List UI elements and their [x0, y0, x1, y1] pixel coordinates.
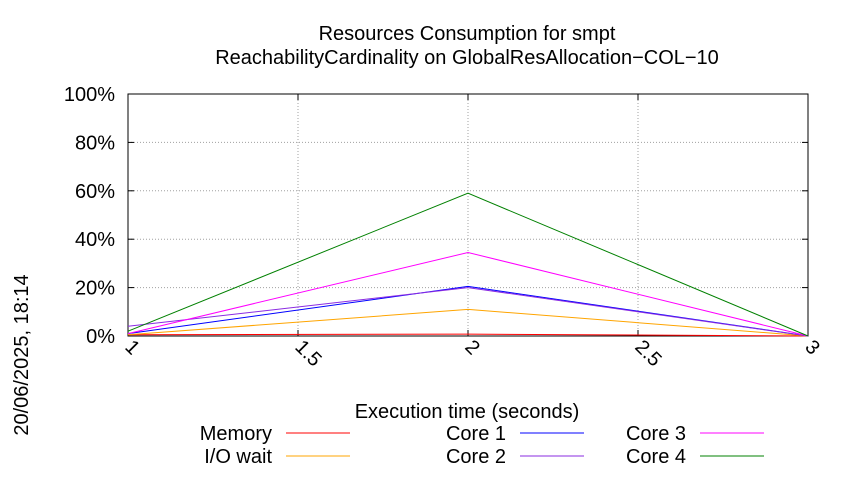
timestamp-label: 20/06/2025, 18:14: [11, 274, 33, 435]
grid: [128, 94, 808, 336]
series-line-core-2: [127, 287, 809, 337]
x-tick-label: 3: [800, 336, 823, 359]
x-axis: 1 1.5 2 2.5 3: [120, 94, 824, 371]
series-line-core-4: [127, 192, 809, 337]
legend-label: I/O wait: [204, 446, 272, 468]
y-tick-label: 100%: [64, 84, 115, 106]
y-tick-label: 80%: [75, 132, 115, 154]
legend-label: Core 3: [626, 423, 686, 445]
series-line-i-o-wait: [127, 308, 809, 337]
chart-title-line-2: ReachabilityCardinality on GlobalResAllo…: [215, 47, 719, 69]
y-tick-label: 0%: [86, 326, 115, 348]
x-tick-label: 1: [120, 336, 143, 359]
chart-title-line-1: Resources Consumption for smpt: [319, 23, 616, 45]
x-tick-label: 1.5: [290, 336, 325, 371]
y-tick-label: 20%: [75, 278, 115, 300]
legend-label: Memory: [200, 423, 272, 445]
y-tick-label: 40%: [75, 229, 115, 251]
series-lines: [127, 192, 809, 337]
x-axis-label: Execution time (seconds): [355, 401, 580, 423]
series-line-memory: [127, 333, 809, 337]
legend-label: Core 2: [446, 446, 506, 468]
y-axis: 0% 20% 40% 60% 80% 100%: [64, 84, 808, 348]
series-line-core-3: [127, 251, 809, 337]
legend-label: Core 4: [626, 446, 686, 468]
x-tick-label: 2: [460, 336, 483, 359]
x-tick-label: 2.5: [630, 336, 665, 371]
legend-label: Core 1: [446, 423, 506, 445]
y-tick-label: 60%: [75, 181, 115, 203]
